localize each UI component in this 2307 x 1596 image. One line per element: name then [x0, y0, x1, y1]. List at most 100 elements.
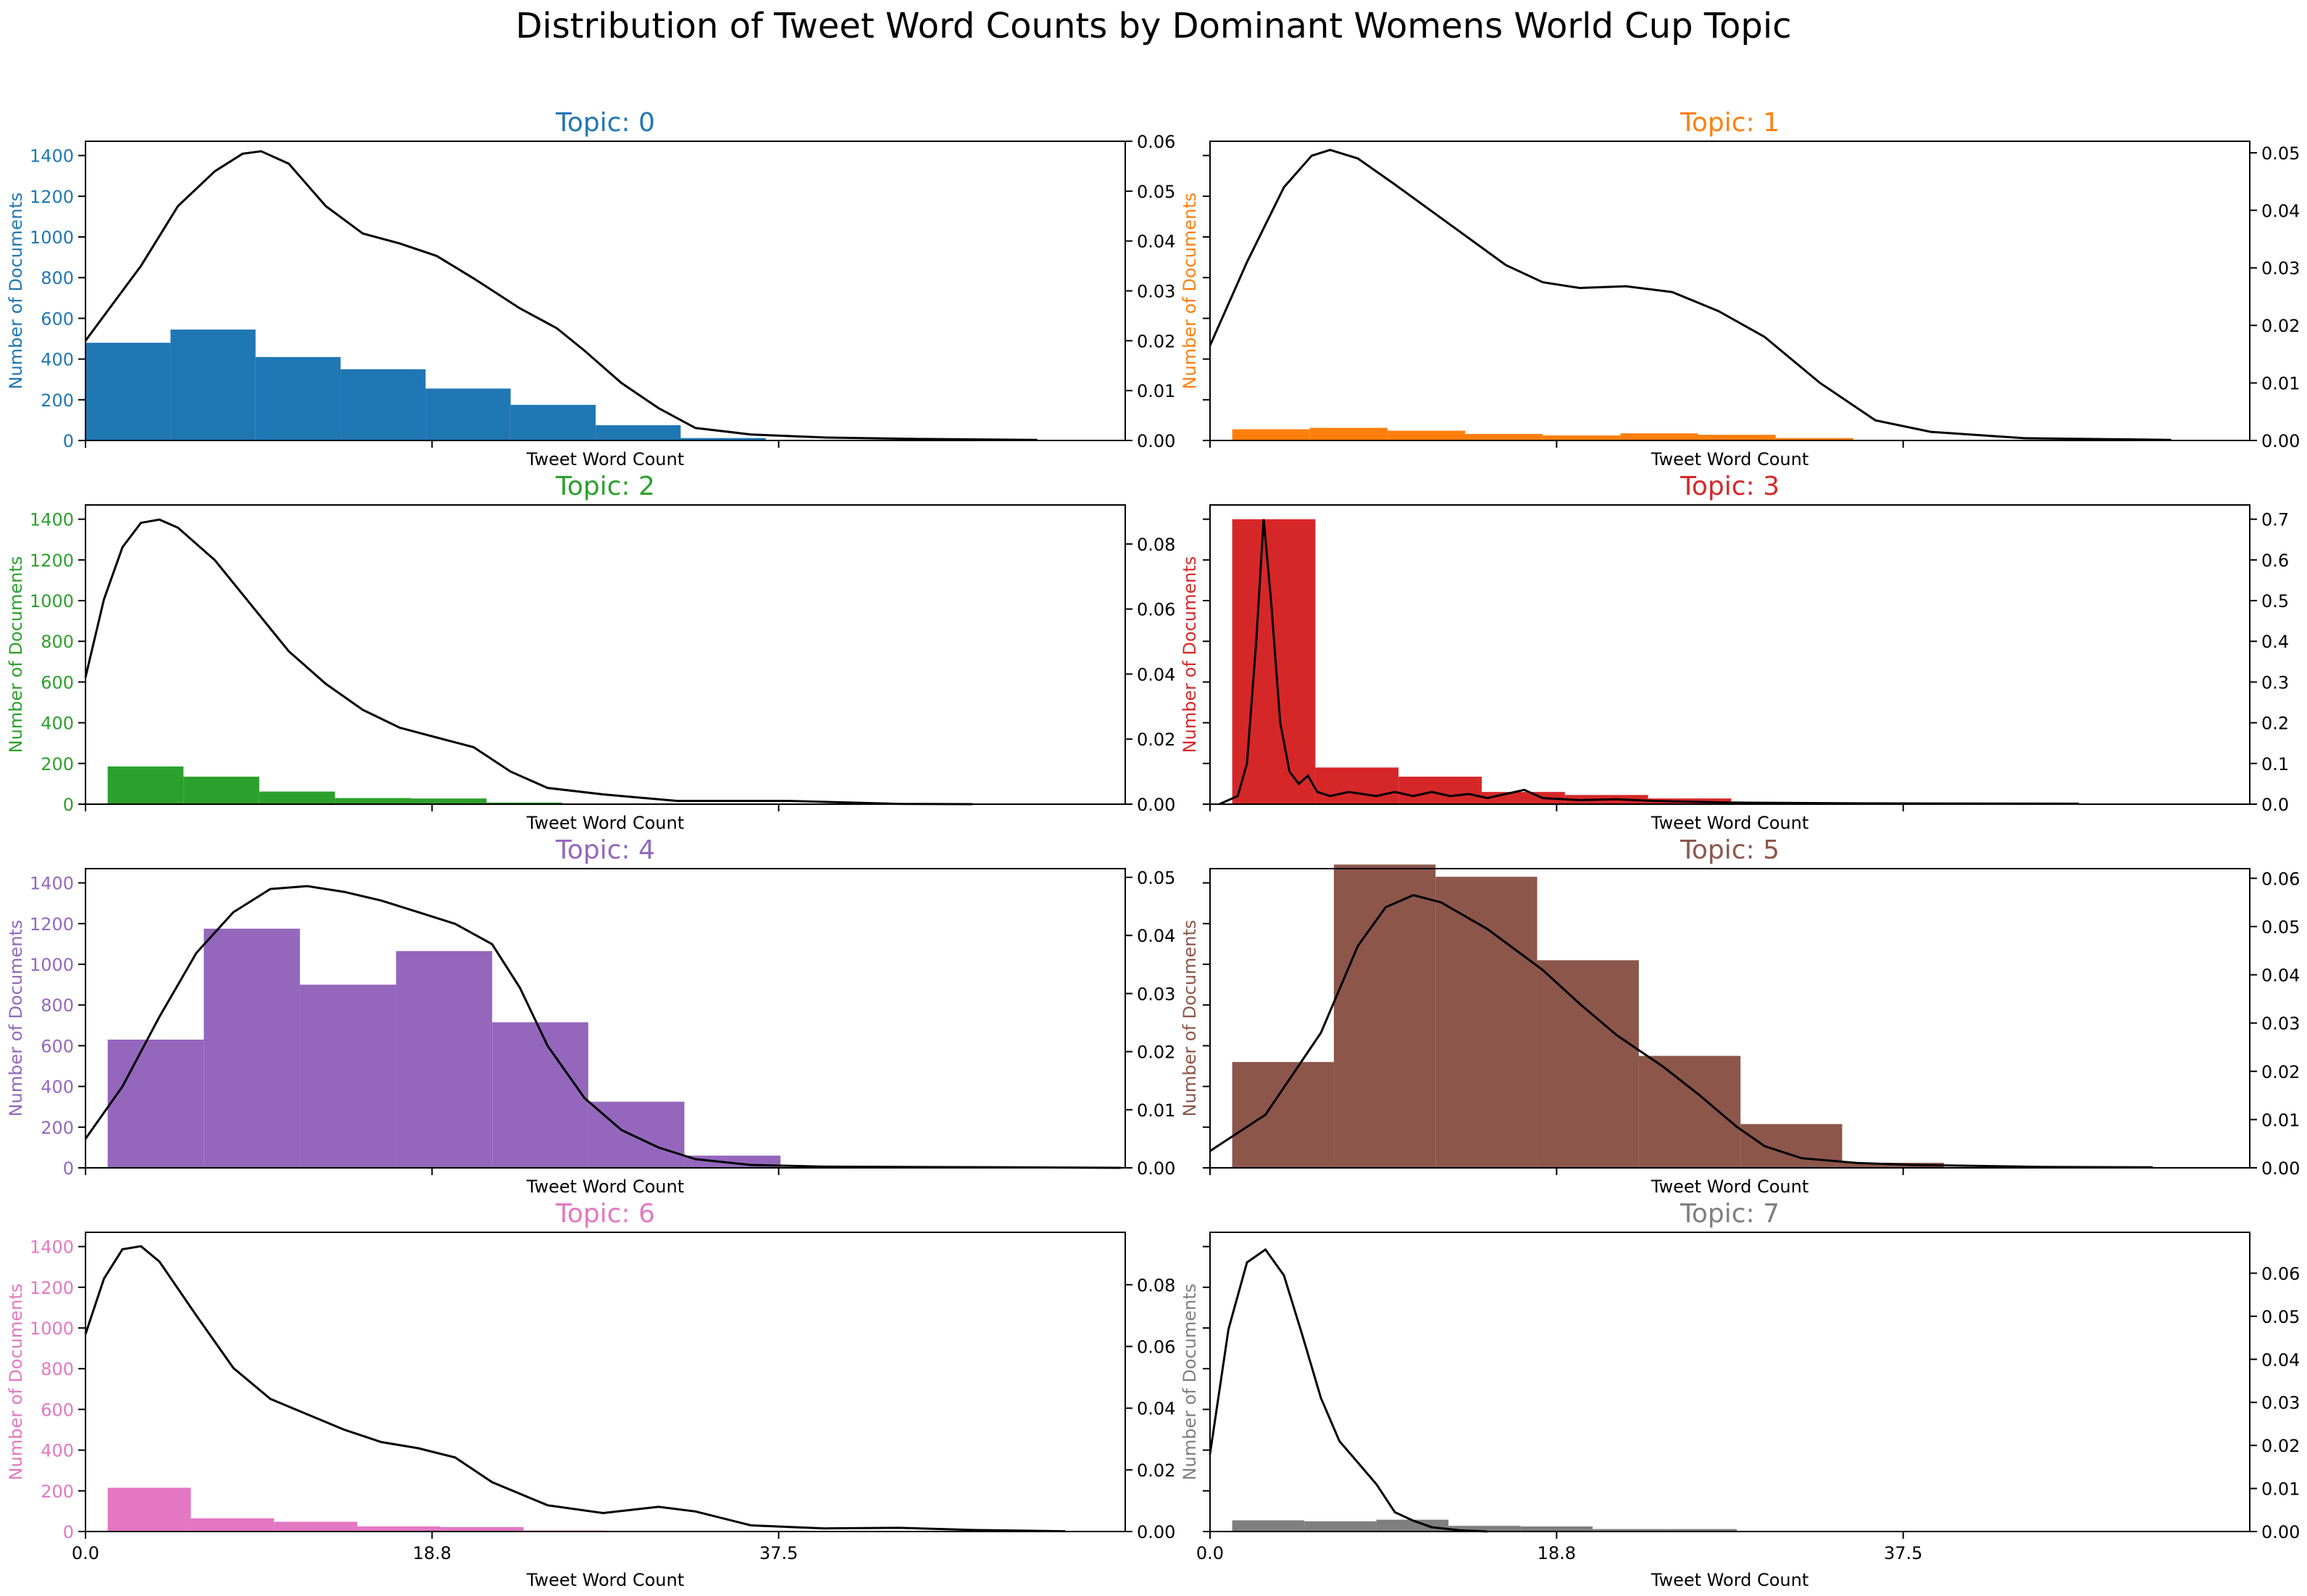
- right-y-tick-label: 0.05: [2261, 1307, 2300, 1327]
- axes-frame: [1209, 141, 2250, 441]
- right-y-tick-label: 0.3: [2261, 672, 2289, 693]
- subplot-topic-3: Topic: 3 Number of Documents 0.0 0.1 0.2 0.3 0…: [1180, 472, 2289, 833]
- right-y-tick-label: 0.08: [1137, 535, 1175, 555]
- right-y-tick-label: 0.00: [2261, 1158, 2300, 1179]
- left-y-tick-label: 0: [63, 1158, 74, 1179]
- x-axis-label: Tweet Word Count: [526, 1177, 684, 1197]
- left-y-axis-label: Number of Documents: [6, 1284, 26, 1481]
- right-y-tick-label: 0.01: [2261, 374, 2300, 394]
- left-y-axis-label: Number of Documents: [6, 920, 26, 1117]
- subplot-topic-4: Topic: 4 0 200 400 600 800 1000 1200 1400 Number …: [6, 835, 1175, 1197]
- axes-frame: [85, 868, 1126, 1169]
- kde-line: [1219, 519, 2079, 806]
- right-y-tick-label: 0.06: [1137, 1337, 1175, 1358]
- left-y-tick-label: 1000: [30, 955, 74, 975]
- subplot-title: Topic: 6: [555, 1199, 655, 1229]
- histogram-bar: [1309, 427, 1388, 440]
- histogram-bar: [1376, 1519, 1449, 1532]
- right-y-tick-label: 0.04: [1137, 232, 1175, 252]
- histogram-bar: [486, 802, 563, 804]
- left-y-tick-label: 1400: [30, 1237, 74, 1258]
- right-y-tick-label: 0.03: [1137, 282, 1175, 302]
- histogram-bar: [1638, 1056, 1741, 1168]
- histogram-bar: [107, 766, 184, 804]
- histogram-bar: [1775, 438, 1853, 440]
- x-axis-label: Tweet Word Count: [1651, 449, 1809, 469]
- subplot-title: Topic: 5: [1680, 835, 1780, 865]
- left-y-tick-label: 1400: [30, 874, 74, 894]
- right-y-tick-label: 0.06: [2261, 869, 2300, 889]
- histogram-bar: [1465, 434, 1543, 440]
- histogram-bar: [1398, 777, 1482, 804]
- right-y-tick-label: 0.01: [2261, 1479, 2300, 1500]
- right-y-tick-label: 0.02: [2261, 1062, 2300, 1082]
- histogram-bar: [596, 425, 681, 440]
- histogram-bar: [299, 985, 396, 1168]
- right-y-tick-label: 0.06: [2261, 1263, 2300, 1284]
- left-y-tick-label: 200: [41, 1118, 74, 1138]
- right-y-tick-label: 0.00: [1137, 431, 1175, 451]
- histogram-bar: [1304, 1521, 1377, 1532]
- right-y-tick-label: 0.02: [1137, 331, 1175, 351]
- left-y-tick-label: 800: [41, 632, 74, 652]
- left-y-tick-label: 400: [41, 1077, 74, 1098]
- left-y-axis-label: Number of Documents: [1180, 920, 1200, 1117]
- histogram-bar: [1543, 435, 1621, 440]
- right-y-tick-label: 0.00: [2261, 431, 2300, 451]
- left-y-axis-label: Number of Documents: [1180, 556, 1200, 753]
- x-tick-label: 0.0: [1196, 1543, 1224, 1563]
- x-axis-label: Tweet Word Count: [1651, 1570, 1809, 1590]
- x-tick-label: 18.8: [413, 1543, 451, 1563]
- histogram-bar: [1232, 429, 1310, 440]
- histogram-bar: [274, 1521, 358, 1532]
- right-y-tick-label: 0.02: [1137, 1043, 1175, 1063]
- axes-frame: [85, 504, 1126, 805]
- histogram-bar: [1232, 1520, 1305, 1532]
- histogram-bar: [1537, 960, 1639, 1168]
- right-y-tick-label: 0.01: [1137, 381, 1175, 401]
- histogram-bar: [191, 1518, 275, 1532]
- right-y-tick-label: 0.01: [2261, 1110, 2300, 1130]
- histogram-bar: [510, 404, 596, 440]
- histogram-bar: [259, 791, 335, 804]
- right-y-tick-label: 0.5: [2261, 591, 2289, 611]
- right-y-tick-label: 0.02: [2261, 1436, 2300, 1456]
- kde-line: [84, 150, 1038, 441]
- left-y-tick-label: 800: [41, 995, 74, 1016]
- left-y-tick-label: 1400: [30, 510, 74, 530]
- x-axis-label: Tweet Word Count: [526, 449, 684, 469]
- histogram-bar: [410, 798, 487, 804]
- right-y-tick-label: 0.03: [1137, 984, 1175, 1004]
- right-y-tick-label: 0.03: [2261, 259, 2300, 279]
- x-tick-label: 37.5: [1884, 1543, 1922, 1563]
- left-y-tick-label: 400: [41, 1441, 74, 1461]
- histogram-bar: [1232, 519, 1316, 804]
- right-y-tick-label: 0.08: [1137, 1275, 1175, 1295]
- left-y-tick-label: 1200: [30, 914, 74, 935]
- left-y-tick-label: 1200: [30, 187, 74, 207]
- histogram-bar: [107, 1040, 204, 1168]
- right-y-tick-label: 0.0: [2261, 795, 2289, 815]
- left-y-tick-label: 1000: [30, 227, 74, 248]
- x-tick-label: 37.5: [759, 1543, 798, 1563]
- subplot-topic-1: Topic: 1 Number of Documents 0.00 0.01 0.02 0…: [1180, 108, 2300, 469]
- kde-line: [84, 518, 973, 806]
- right-y-tick-label: 0.05: [1137, 182, 1175, 202]
- histogram-bar: [255, 356, 341, 440]
- histogram-bar: [1435, 877, 1538, 1168]
- left-y-axis-label: Number of Documents: [6, 556, 26, 753]
- left-y-tick-label: 400: [41, 350, 74, 370]
- subplot-title: Topic: 7: [1680, 1199, 1780, 1229]
- left-y-tick-label: 200: [41, 754, 74, 774]
- histogram-bar: [1232, 1061, 1334, 1168]
- histogram-bar: [588, 1101, 685, 1168]
- histogram-bar: [1698, 435, 1776, 440]
- histogram-bar: [85, 343, 171, 440]
- right-y-tick-label: 0.6: [2261, 551, 2289, 571]
- histogram-bar: [183, 777, 259, 804]
- kde-line: [1209, 149, 2172, 441]
- right-y-tick-label: 0.00: [1137, 1522, 1175, 1542]
- right-y-tick-label: 0.04: [2261, 201, 2300, 221]
